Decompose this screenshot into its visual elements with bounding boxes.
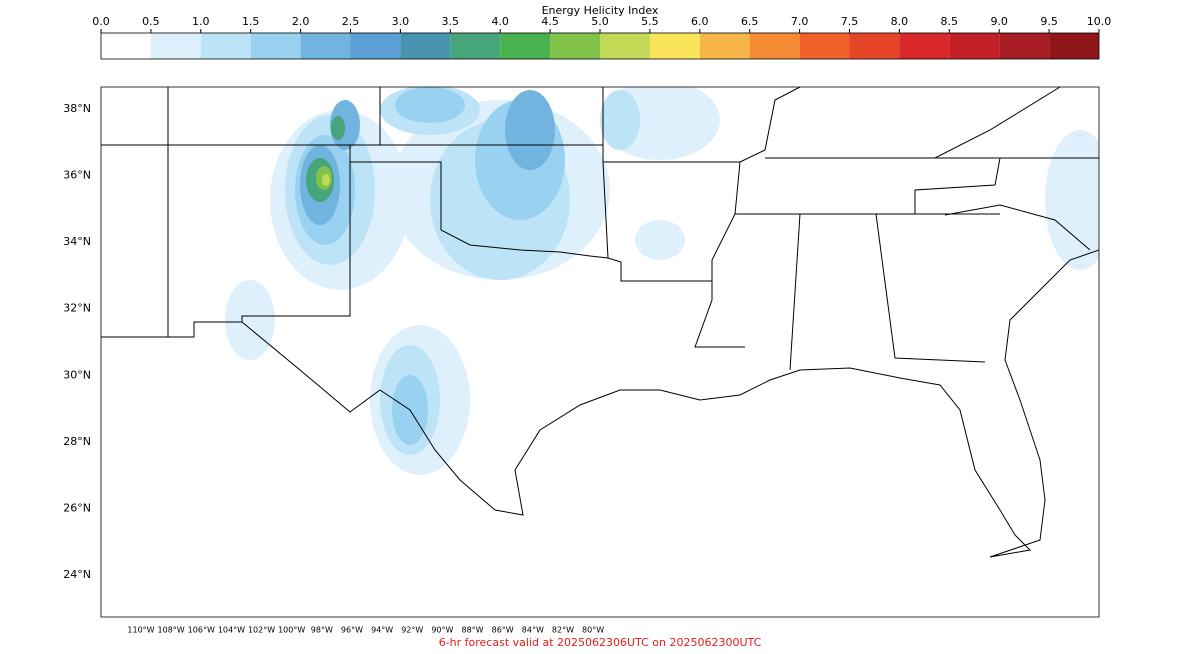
colorbar-segment bbox=[600, 33, 650, 59]
longitude-label: 100°W bbox=[278, 626, 305, 635]
colorbar-tick-label: 2.0 bbox=[292, 15, 310, 28]
colorbar-segment bbox=[400, 33, 451, 59]
longitude-label: 106°W bbox=[188, 626, 215, 635]
longitude-label: 82°W bbox=[552, 626, 574, 635]
colorbar-tick-label: 7.0 bbox=[791, 15, 809, 28]
longitude-label: 108°W bbox=[158, 626, 185, 635]
colorbar-segment bbox=[949, 33, 1000, 59]
colorbar-tick-label: 3.0 bbox=[392, 15, 410, 28]
longitude-label: 92°W bbox=[401, 626, 423, 635]
colorbar-title: Energy Helicity Index bbox=[542, 4, 659, 17]
latitude-label: 30°N bbox=[63, 368, 91, 381]
colorbar-segment bbox=[101, 33, 151, 59]
colorbar-segment bbox=[550, 33, 600, 59]
colorbar-tick-label: 4.0 bbox=[491, 15, 509, 28]
colorbar-segment bbox=[649, 33, 700, 59]
footer: 6-hr forecast valid at 2025062306UTC on … bbox=[439, 636, 762, 649]
latitude-label: 34°N bbox=[63, 235, 91, 248]
colorbar-segment bbox=[699, 33, 750, 59]
colorbar-tick-label: 1.0 bbox=[192, 15, 210, 28]
colorbar-segment bbox=[899, 33, 950, 59]
colorbar-segment bbox=[150, 33, 201, 59]
colorbar-segment bbox=[450, 33, 501, 59]
colorbar-segment bbox=[500, 33, 551, 59]
colorbar-tick-label: 1.5 bbox=[242, 15, 260, 28]
colorbar-segment bbox=[1049, 33, 1099, 59]
colorbar-tick-label: 7.5 bbox=[841, 15, 859, 28]
colorbar-tick-label: 2.5 bbox=[342, 15, 360, 28]
colorbar-segment bbox=[999, 33, 1050, 59]
colorbar-segment bbox=[749, 33, 800, 59]
colorbar-tick-label: 9.0 bbox=[990, 15, 1008, 28]
colorbar-tick-label: 6.0 bbox=[691, 15, 709, 28]
latitude-label: 24°N bbox=[63, 568, 91, 581]
longitude-label: 84°W bbox=[522, 626, 544, 635]
latitude-label: 26°N bbox=[63, 501, 91, 514]
colorbar-segment bbox=[300, 33, 351, 59]
longitude-label: 94°W bbox=[371, 626, 393, 635]
longitude-label: 90°W bbox=[431, 626, 453, 635]
longitude-label: 110°W bbox=[127, 626, 154, 635]
longitude-label: 102°W bbox=[248, 626, 275, 635]
colorbar-tick-label: 0.0 bbox=[92, 15, 110, 28]
colorbar-segment bbox=[200, 33, 251, 59]
colorbar-tick-label: 5.0 bbox=[591, 15, 609, 28]
latitude-label: 36°N bbox=[63, 169, 91, 182]
longitude-label: 104°W bbox=[218, 626, 245, 635]
longitude-label: 88°W bbox=[461, 626, 483, 635]
longitude-label: 80°W bbox=[582, 626, 604, 635]
colorbar-tick-label: 9.5 bbox=[1040, 15, 1058, 28]
colorbar-tick-label: 3.5 bbox=[442, 15, 460, 28]
colorbar-tick-label: 5.5 bbox=[641, 15, 659, 28]
colorbar-tick-label: 0.5 bbox=[142, 15, 160, 28]
colorbar-segment bbox=[849, 33, 900, 59]
field bbox=[225, 87, 1099, 475]
map-frame bbox=[100, 86, 1100, 618]
longitude-label: 98°W bbox=[311, 626, 333, 635]
colorbar-segment bbox=[250, 33, 301, 59]
latitude-label: 38°N bbox=[63, 102, 91, 115]
longitude-label: 86°W bbox=[492, 626, 514, 635]
colorbar-tick-label: 4.5 bbox=[541, 15, 559, 28]
colorbar-tick-label: 8.0 bbox=[891, 15, 909, 28]
latitude-label: 28°N bbox=[63, 435, 91, 448]
longitude-label: 96°W bbox=[341, 626, 363, 635]
colorbar-tick-label: 10.0 bbox=[1087, 15, 1112, 28]
colorbar-tick-label: 8.5 bbox=[941, 15, 959, 28]
colorbar-segment bbox=[350, 33, 401, 59]
latitude-label: 32°N bbox=[63, 302, 91, 315]
colorbar-tick-label: 6.5 bbox=[741, 15, 759, 28]
colorbar-segment bbox=[799, 33, 850, 59]
borders bbox=[101, 87, 1099, 558]
